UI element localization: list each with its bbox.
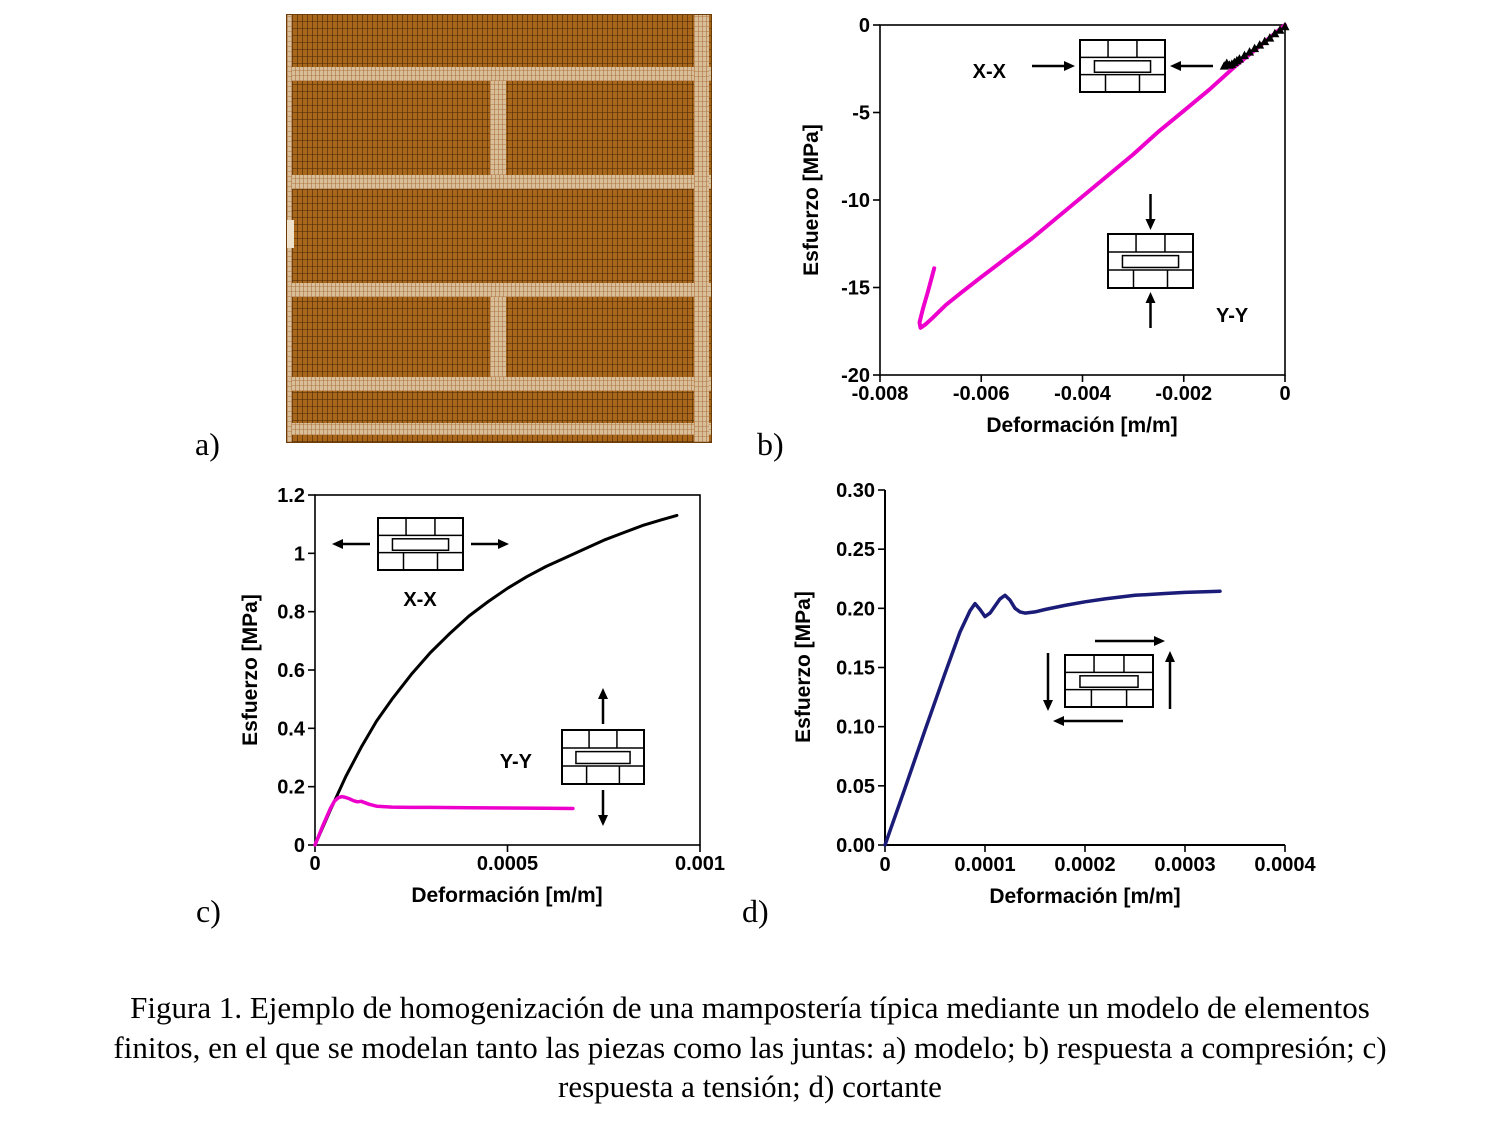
svg-text:-20: -20 (841, 365, 870, 387)
caption-line: finitos, en el que se modelan tanto las … (113, 1029, 1387, 1065)
svg-text:0.10: 0.10 (836, 717, 875, 739)
svg-text:1.2: 1.2 (277, 485, 305, 507)
svg-text:0.8: 0.8 (277, 602, 305, 624)
svg-text:0: 0 (294, 835, 305, 857)
svg-text:Y-Y: Y-Y (1216, 305, 1249, 327)
chart-shear: 0 0.0001 0.0002 0.0003 0.0004 0.00 0.05 0.10 0.1… (792, 480, 1316, 908)
chart-compression: -0.008 -0.006 -0.004 -0.002 0 0 -5 -10 -15 -20 Def… (800, 15, 1291, 437)
svg-text:0: 0 (309, 853, 320, 875)
svg-text:-15: -15 (841, 278, 870, 300)
mesh-highlight (287, 220, 294, 248)
svg-text:0.0004: 0.0004 (1254, 854, 1316, 876)
masonry-model-image (286, 14, 712, 443)
mortar-joint-vertical (490, 297, 506, 377)
mortar-joint-horizontal (287, 283, 711, 297)
svg-text:-0.006: -0.006 (953, 383, 1010, 405)
svg-text:0.0001: 0.0001 (954, 854, 1015, 876)
svg-text:0.25: 0.25 (836, 539, 875, 561)
svg-text:0: 0 (859, 15, 870, 37)
svg-text:0.0003: 0.0003 (1154, 854, 1215, 876)
svg-text:-0.008: -0.008 (852, 383, 909, 405)
panel-label-c: c) (196, 893, 221, 929)
caption-line: respuesta a tensión; d) cortante (558, 1069, 942, 1105)
svg-text:0.2: 0.2 (277, 777, 305, 799)
svg-text:0.0002: 0.0002 (1054, 854, 1115, 876)
svg-text:X-X: X-X (973, 61, 1007, 83)
svg-text:0.001: 0.001 (675, 853, 725, 875)
svg-text:0: 0 (879, 854, 890, 876)
mortar-joint-horizontal (287, 67, 711, 81)
mortar-joint-horizontal (287, 175, 711, 189)
svg-text:X-X: X-X (403, 589, 437, 611)
svg-text:0.4: 0.4 (277, 718, 306, 740)
svg-text:0.20: 0.20 (836, 598, 875, 620)
svg-text:1: 1 (294, 543, 305, 565)
svg-text:Esfuerzo [MPa]: Esfuerzo [MPa] (800, 124, 823, 276)
figure-caption: Figura 1. Ejemplo de homogenización de u… (20, 988, 1480, 1107)
svg-text:Deformación [m/m]: Deformación [m/m] (986, 414, 1177, 437)
svg-text:Esfuerzo [MPa]: Esfuerzo [MPa] (239, 594, 262, 746)
svg-text:-10: -10 (841, 190, 870, 212)
svg-text:-0.004: -0.004 (1054, 383, 1112, 405)
chart-tension: 0 0.0005 0.001 0 0.2 0.4 0.6 0.8 1 1.2 Deformación… (239, 485, 725, 907)
svg-text:0.0005: 0.0005 (477, 853, 538, 875)
panel-label-b: b) (757, 426, 784, 462)
svg-text:0.30: 0.30 (836, 480, 875, 502)
svg-text:0.05: 0.05 (836, 776, 875, 798)
caption-line: Figura 1. Ejemplo de homogenización de u… (130, 990, 1370, 1025)
panel-label-d: d) (742, 893, 769, 929)
svg-text:-0.002: -0.002 (1155, 383, 1212, 405)
panel-label-a: a) (195, 426, 220, 462)
svg-text:0.6: 0.6 (277, 660, 305, 682)
svg-text:Y-Y: Y-Y (500, 751, 533, 773)
svg-text:Deformación [m/m]: Deformación [m/m] (411, 884, 602, 907)
svg-text:0.00: 0.00 (836, 835, 875, 857)
mortar-joint-horizontal (287, 377, 711, 391)
svg-text:-5: -5 (852, 103, 870, 125)
mortar-joint-vertical (694, 15, 709, 442)
mortar-joint-vertical (490, 81, 506, 175)
mortar-joint-horizontal (287, 423, 711, 435)
svg-text:Deformación [m/m]: Deformación [m/m] (989, 885, 1180, 908)
svg-text:Esfuerzo [MPa]: Esfuerzo [MPa] (792, 591, 815, 743)
svg-text:0.15: 0.15 (836, 658, 875, 680)
svg-text:0: 0 (1279, 383, 1290, 405)
